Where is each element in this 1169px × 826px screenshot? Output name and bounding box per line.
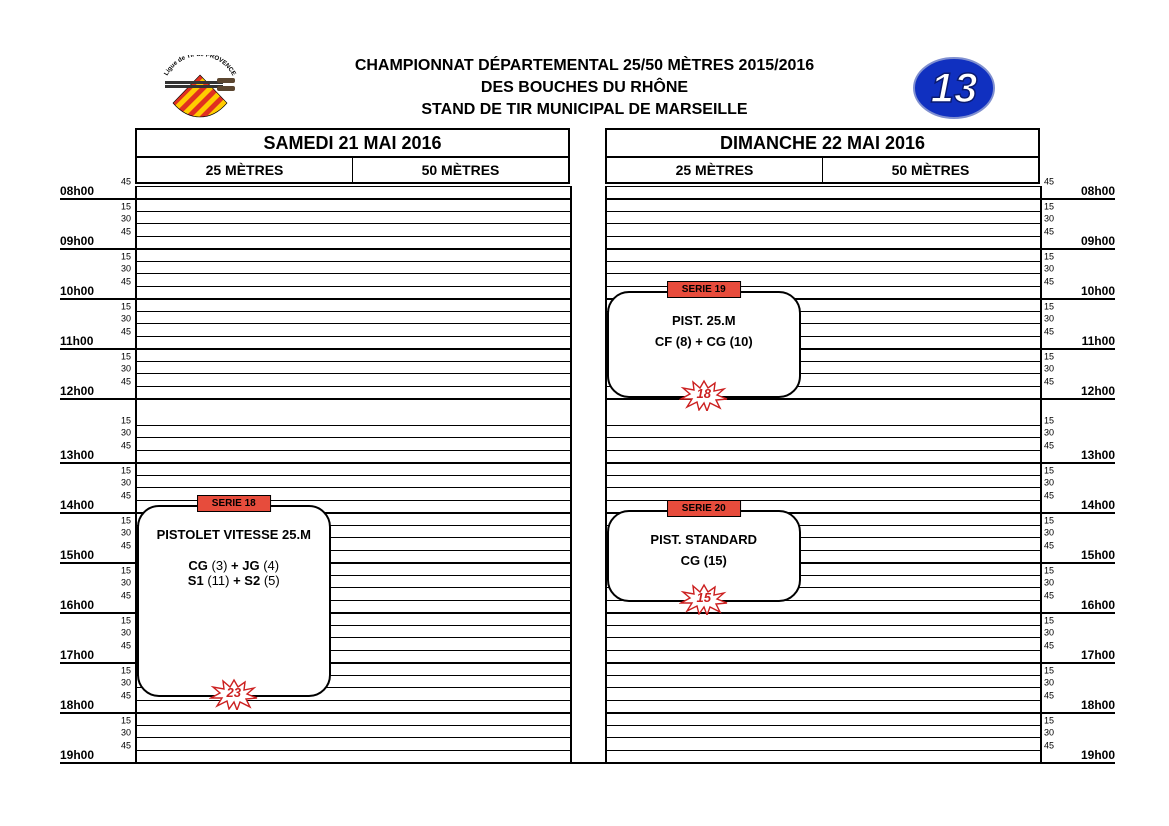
day-title-sunday: DIMANCHE 22 MAI 2016 <box>605 128 1040 158</box>
sun-50m: 50 MÈTRES <box>823 158 1038 182</box>
starburst-icon: 15 <box>679 583 729 615</box>
svg-text:13: 13 <box>931 64 978 111</box>
svg-text:Ligue de Tir de PROVENCE: Ligue de Tir de PROVENCE <box>163 55 237 77</box>
day-headers-row: SAMEDI 21 MAI 2016 DIMANCHE 22 MAI 2016 <box>60 128 1115 158</box>
event-count: 23 <box>209 685 259 700</box>
event-title: PISTOLET VITESSE 25.M <box>139 527 329 542</box>
event-box: SERIE 19PIST. 25.MCF (8) + CG (10) 18 <box>607 291 801 399</box>
event-title: PIST. 25.M <box>609 313 799 328</box>
sub-headers-row: 25 MÈTRES 50 MÈTRES 25 MÈTRES 50 MÈTRES <box>60 158 1115 184</box>
event-count: 15 <box>679 590 729 605</box>
event-detail: CF (8) + CG (10) <box>609 334 799 349</box>
serie-tag: SERIE 20 <box>667 500 741 517</box>
event-box: SERIE 18PISTOLET VITESSE 25.MCG (3) + JG… <box>137 505 331 698</box>
serie-tag: SERIE 18 <box>197 495 271 512</box>
starburst-icon: 23 <box>209 678 259 710</box>
time-grid: 454508h0008h0015153030454509h0009h001515… <box>60 184 1115 768</box>
starburst-icon: 18 <box>679 379 729 411</box>
day-title-saturday: SAMEDI 21 MAI 2016 <box>135 128 570 158</box>
event-count: 18 <box>679 386 729 401</box>
event-detail: S1 (11) + S2 (5) <box>139 573 329 588</box>
logo-ligue-icon: Ligue de Tir de PROVENCE <box>155 55 245 120</box>
event-box: SERIE 20PIST. STANDARDCG (15) 15 <box>607 510 801 603</box>
schedule-table: SAMEDI 21 MAI 2016 DIMANCHE 22 MAI 2016 … <box>60 128 1115 768</box>
sat-25m: 25 MÈTRES <box>137 158 353 182</box>
serie-tag: SERIE 19 <box>667 281 741 298</box>
logo-13-icon: 13 <box>909 55 999 120</box>
event-detail: CG (15) <box>609 553 799 568</box>
event-title: PIST. STANDARD <box>609 532 799 547</box>
sat-50m: 50 MÈTRES <box>353 158 568 182</box>
event-detail: CG (3) + JG (4) <box>139 558 329 573</box>
sun-25m: 25 MÈTRES <box>607 158 823 182</box>
